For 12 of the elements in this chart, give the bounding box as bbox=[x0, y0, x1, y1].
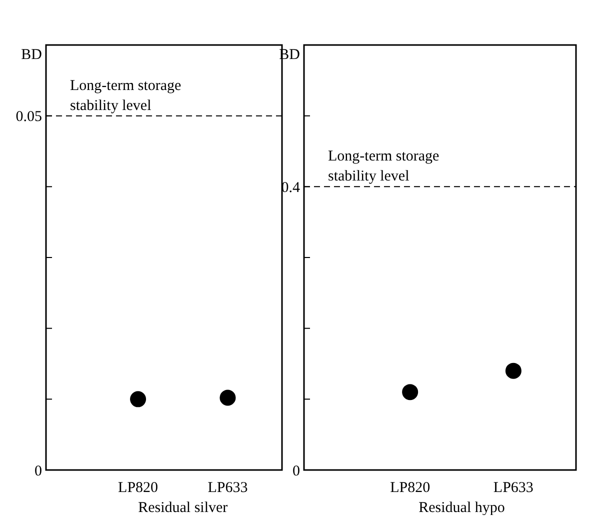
x-axis-title: Residual hypo bbox=[418, 500, 505, 516]
y-tick-label: 0.05 bbox=[16, 109, 42, 126]
x-tick-label: LP633 bbox=[493, 480, 534, 496]
ref-line-label: Long-term storage stability level bbox=[328, 148, 440, 185]
ref-line-label: Long-term storage stability level bbox=[70, 78, 182, 114]
y-axis-title: BD bbox=[21, 47, 42, 63]
x-tick-label: LP633 bbox=[208, 480, 248, 496]
x-axis-title: Residual silver bbox=[138, 500, 228, 516]
x-tick-label: LP820 bbox=[390, 480, 430, 496]
x-tick-label: LP820 bbox=[118, 480, 158, 496]
y-tick-label: 0 bbox=[34, 463, 42, 480]
y-tick-label: 0 bbox=[292, 463, 300, 480]
